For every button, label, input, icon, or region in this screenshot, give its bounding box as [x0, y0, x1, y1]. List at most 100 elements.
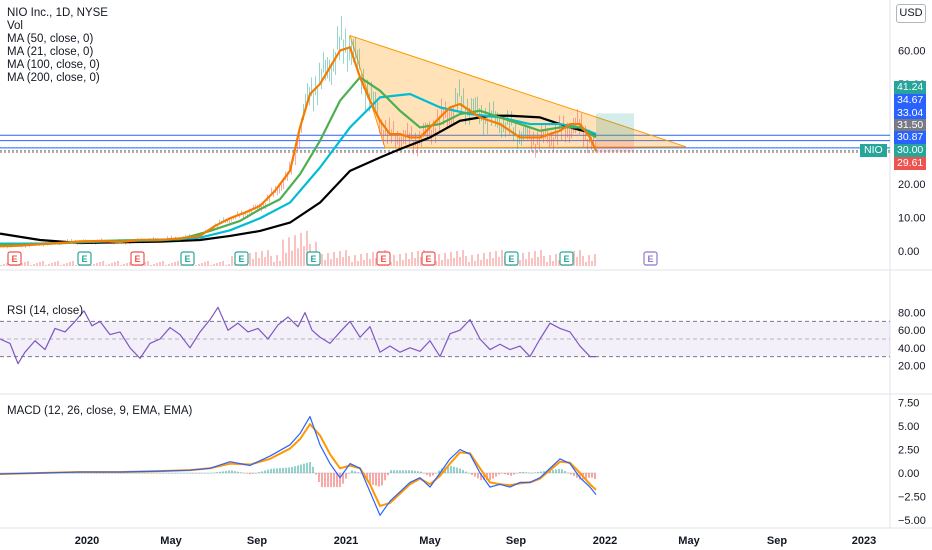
macd-histogram-bar: [198, 473, 200, 474]
macd-histogram-bar: [96, 473, 98, 474]
ma21-legend[interactable]: MA (21, close, 0): [7, 46, 94, 58]
macd-histogram-bar: [204, 473, 206, 474]
macd-histogram-bar: [369, 473, 371, 484]
volume-bar: [339, 251, 341, 266]
volume-bar: [282, 239, 284, 266]
price-tag: 29.61: [894, 157, 927, 170]
macd-histogram-bar: [495, 473, 497, 477]
macd-histogram-bar: [252, 473, 254, 474]
macd-histogram-bar: [192, 473, 194, 474]
volume-bar: [579, 250, 581, 266]
volume-bar: [228, 264, 230, 266]
rsi-axis-label: 60.00: [898, 325, 926, 337]
volume-bar: [351, 262, 353, 266]
currency-selector[interactable]: USD: [896, 4, 926, 23]
macd-histogram-bar: [189, 473, 191, 474]
volume-bar: [495, 251, 497, 266]
earnings-marker: [7, 251, 22, 266]
volume-bar: [201, 263, 203, 266]
volume-bar: [540, 250, 542, 266]
volume-bar: [219, 262, 221, 266]
macd-histogram-bar: [537, 472, 539, 473]
macd-histogram-bar: [531, 472, 533, 474]
macd-histogram-bar: [477, 473, 479, 479]
volume-bar: [342, 257, 344, 266]
macd-histogram-bar: [552, 469, 554, 473]
volume-bar: [165, 265, 167, 266]
macd-histogram-bar: [567, 472, 569, 474]
macd-histogram-bar: [564, 471, 566, 473]
macd-histogram-bar: [339, 473, 341, 488]
time-axis-label: Sep: [247, 535, 267, 547]
macd-histogram-bar: [510, 473, 512, 476]
macd-legend[interactable]: MACD (12, 26, close, 9, EMA, EMA): [7, 405, 192, 418]
macd-histogram-bar: [174, 473, 176, 474]
macd-histogram-bar: [141, 473, 143, 474]
macd-histogram-bar: [585, 473, 587, 479]
macd-histogram-bar: [111, 473, 113, 474]
volume-bar: [195, 265, 197, 266]
volume-bar: [249, 253, 251, 266]
volume-bar: [594, 254, 596, 266]
macd-histogram-bar: [306, 462, 308, 473]
macd-histogram-bar: [408, 470, 410, 473]
volume-bar: [453, 258, 455, 266]
macd-histogram-bar: [525, 472, 527, 473]
earnings-marker-label: E: [134, 254, 140, 264]
earnings-marker: [421, 251, 436, 266]
macd-histogram-bar: [456, 467, 458, 473]
ma200-legend[interactable]: MA (200, close, 0): [7, 72, 100, 84]
volume-bar: [543, 256, 545, 266]
volume-bar: [573, 251, 575, 266]
volume-bar: [297, 248, 299, 266]
time-axis-label: May: [160, 535, 182, 547]
macd-histogram-bar: [117, 473, 119, 474]
volume-legend[interactable]: Vol: [7, 20, 23, 32]
volume-bar: [549, 255, 551, 266]
macd-histogram-bar: [360, 473, 362, 474]
macd-histogram-bar: [480, 473, 482, 481]
volume-bar: [465, 256, 467, 266]
macd-histogram-bar: [513, 473, 515, 475]
volume-bar: [375, 258, 377, 266]
macd-histogram-bar: [282, 467, 284, 473]
ma100-legend[interactable]: MA (100, close, 0): [7, 59, 100, 71]
time-axis-label: May: [678, 535, 700, 547]
macd-axis-label: −2.50: [898, 492, 926, 504]
macd-histogram-bar: [342, 473, 344, 484]
macd-histogram-bar: [120, 473, 122, 474]
macd-histogram-bar: [138, 473, 140, 474]
macd-histogram-bar: [195, 473, 197, 474]
macd-histogram-bar: [171, 473, 173, 474]
earnings-marker-label: E: [508, 254, 514, 264]
volume-bar: [558, 260, 560, 266]
macd-histogram-bar: [372, 473, 374, 485]
volume-bar: [0, 265, 2, 266]
macd-histogram-bar: [498, 473, 500, 475]
volume-bar: [306, 230, 308, 266]
volume-bar: [300, 233, 302, 266]
volume-bar: [90, 265, 92, 266]
volume-bar: [255, 252, 257, 266]
volume-bar: [51, 263, 53, 266]
descending-triangle: [349, 34, 687, 149]
macd-axis-label: −5.00: [898, 515, 926, 527]
macd-histogram-bar: [207, 473, 209, 474]
symbol-title[interactable]: NIO Inc., 1D, NYSE: [7, 7, 108, 19]
macd-histogram-bar: [426, 473, 428, 475]
ma50-legend[interactable]: MA (50, close, 0): [7, 33, 94, 45]
macd-axis-label: 0.00: [898, 468, 919, 480]
volume-bar: [435, 261, 437, 266]
volume-bar: [45, 265, 47, 266]
volume-bar: [498, 257, 500, 266]
macd-histogram-bar: [423, 473, 425, 474]
macd-histogram-bar: [399, 470, 401, 473]
volume-bar: [576, 257, 578, 266]
rsi-legend[interactable]: RSI (14, close): [7, 305, 83, 318]
macd-histogram-bar: [246, 473, 248, 474]
time-axis-label: 2020: [75, 535, 99, 547]
macd-histogram-bar: [327, 473, 329, 488]
macd-histogram-bar: [357, 472, 359, 473]
macd-histogram-bar: [375, 473, 377, 486]
macd-histogram-bar: [183, 473, 185, 474]
